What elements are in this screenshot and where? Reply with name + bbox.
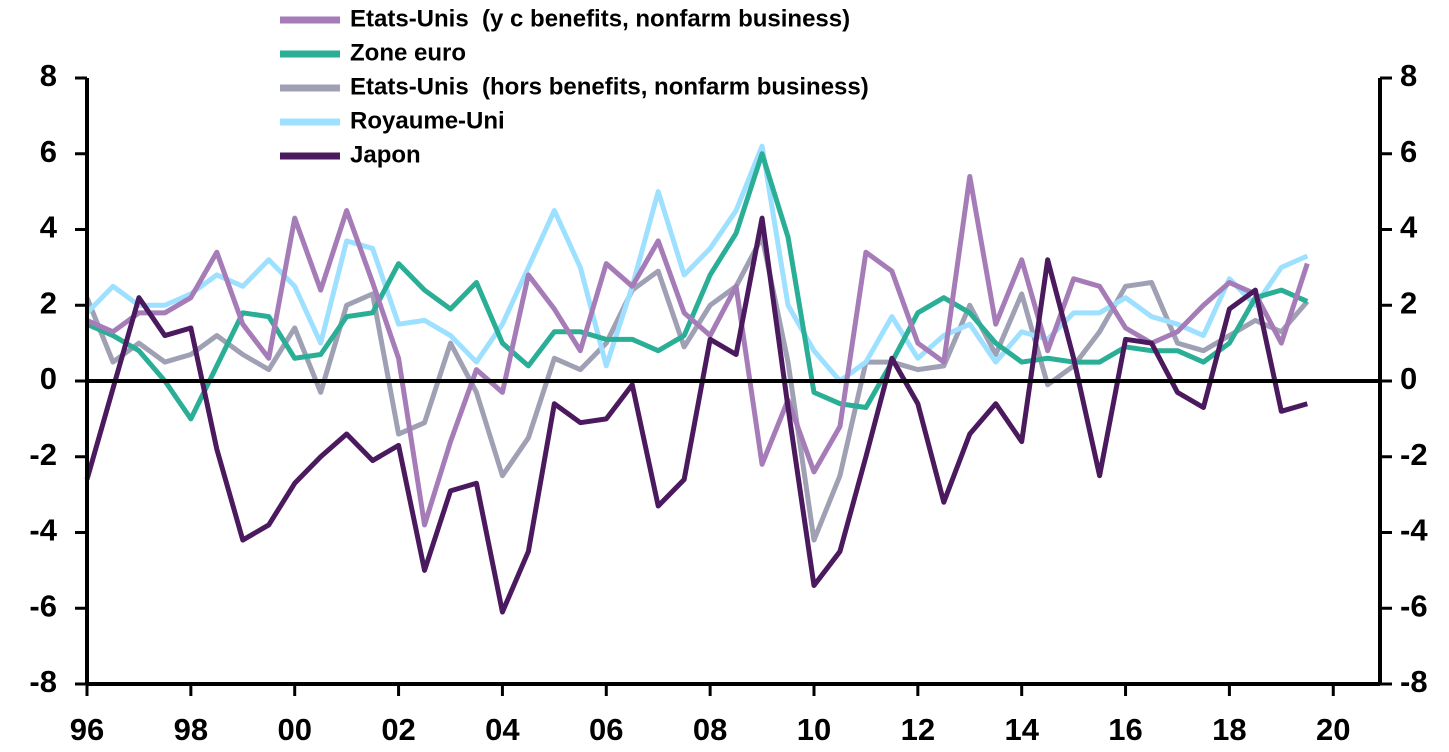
x-tick-label: 98 xyxy=(174,712,208,747)
y-tick-label: -4 xyxy=(29,513,57,548)
y-tick-label-right: 2 xyxy=(1400,285,1417,320)
legend-label: Etats-Unis (hors benefits, nonfarm busin… xyxy=(350,73,869,100)
x-tick-label: 02 xyxy=(381,712,415,747)
series-line xyxy=(85,173,1310,528)
x-tick-label: 18 xyxy=(1212,712,1246,747)
x-tick-label: 14 xyxy=(1004,712,1039,747)
legend-label: Zone euro xyxy=(350,39,466,66)
y-tick-label: 2 xyxy=(40,285,57,320)
y-tick-label: -2 xyxy=(29,437,57,472)
x-tick-label: 06 xyxy=(589,712,623,747)
y-tick-label-right: 4 xyxy=(1400,210,1418,245)
y-tick-label-right: 6 xyxy=(1400,134,1417,169)
y-tick-label-right: -8 xyxy=(1400,664,1428,699)
x-tick-label: 20 xyxy=(1316,712,1350,747)
y-tick-label: 6 xyxy=(40,134,57,169)
x-tick-label: 96 xyxy=(70,712,104,747)
series-line xyxy=(85,143,1309,384)
y-tick-label-right: -2 xyxy=(1400,437,1428,472)
y-tick-label: 0 xyxy=(40,361,57,396)
y-tick-label-right: 8 xyxy=(1400,58,1417,93)
series-line xyxy=(84,234,1310,543)
legend-label: Royaume-Uni xyxy=(350,107,505,134)
series-line xyxy=(84,215,1309,615)
legend-label: Japon xyxy=(350,141,421,168)
y-tick-label-right: 0 xyxy=(1400,361,1417,396)
x-tick-label: 12 xyxy=(901,712,935,747)
x-tick-label: 16 xyxy=(1108,712,1142,747)
legend-label: Etats-Unis (y c benefits, nonfarm busine… xyxy=(350,5,850,32)
y-tick-label-right: -4 xyxy=(1400,513,1428,548)
y-tick-label: -8 xyxy=(29,664,57,699)
y-tick-label: 8 xyxy=(40,58,57,93)
x-tick-label: 04 xyxy=(485,712,520,747)
x-tick-label: 10 xyxy=(797,712,831,747)
x-tick-label: 00 xyxy=(277,712,311,747)
x-tick-label: 08 xyxy=(693,712,727,747)
y-tick-label: -6 xyxy=(29,588,57,623)
y-tick-label: 4 xyxy=(40,210,58,245)
y-tick-label-right: -6 xyxy=(1400,588,1428,623)
series-line xyxy=(85,151,1309,422)
